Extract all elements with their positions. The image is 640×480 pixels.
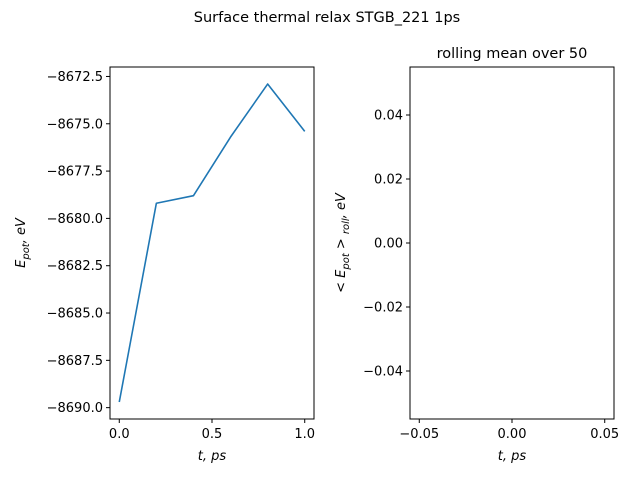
left-plot-frame [109, 66, 315, 420]
right-y-label-sub: pot [341, 252, 352, 270]
right-y-label-main: < E [334, 269, 349, 293]
left-y-tick-label: −8685.0 [47, 307, 103, 322]
right-y-tick-label: 0.04 [374, 109, 403, 124]
right-y-label-mid: > [334, 234, 349, 253]
left-y-tick-label: −8677.5 [47, 165, 103, 180]
left-y-axis-label: Epot, eV [14, 217, 32, 268]
left-x-axis-label: t, ps [198, 449, 227, 464]
right-x-tick-label: 0.05 [590, 427, 619, 442]
right-y-ticks: −0.04 −0.02 0.00 0.02 0.04 [363, 109, 410, 380]
left-x-tick-label: 0.5 [202, 427, 223, 442]
left-x-ticks: 0.0 0.5 1.0 [109, 419, 315, 442]
right-subplot-title: rolling mean over 50 [437, 46, 588, 62]
right-y-axis-label: < Epot > roll, eV [334, 192, 352, 293]
right-subplot: rolling mean over 50 −0.04 −0.02 0.00 0.02 0… [334, 46, 619, 464]
left-y-label-main: E [14, 259, 29, 268]
right-x-axis-label: t, ps [498, 449, 527, 464]
right-y-tick-label: 0.00 [374, 237, 403, 252]
right-y-label-sub2: roll [341, 218, 352, 234]
left-y-tick-label: −8682.5 [47, 259, 103, 274]
figure-suptitle: Surface thermal relax STGB_221 1ps [194, 10, 460, 26]
left-y-tick-label: −8672.5 [47, 70, 103, 85]
left-y-tick-label: −8690.0 [47, 401, 103, 416]
left-y-label-sub: pot [21, 242, 32, 260]
left-series-lines [118, 83, 306, 403]
right-y-tick-label: −0.04 [363, 365, 403, 380]
left-subplot: −8690.0 −8687.5 −8685.0 −8682.5 −8680.0 −8677… [14, 66, 315, 464]
right-y-label-rest: , eV [334, 192, 349, 218]
left-series-line [118, 83, 306, 403]
right-x-ticks: −0.05 0.00 0.05 [399, 419, 619, 442]
right-plot-frame [409, 66, 615, 420]
right-y-tick-label: −0.02 [363, 301, 403, 316]
right-x-tick-label: 0.00 [498, 427, 527, 442]
left-y-tick-label: −8680.0 [47, 212, 103, 227]
right-y-tick-label: 0.02 [374, 173, 403, 188]
left-y-tick-label: −8675.0 [47, 117, 103, 132]
right-x-tick-label: −0.05 [399, 427, 439, 442]
left-y-label-rest: , eV [14, 217, 29, 243]
left-y-tick-label: −8687.5 [47, 354, 103, 369]
left-x-tick-label: 0.0 [109, 427, 130, 442]
left-x-tick-label: 1.0 [294, 427, 315, 442]
left-y-ticks: −8690.0 −8687.5 −8685.0 −8682.5 −8680.0 −8677… [47, 70, 110, 416]
